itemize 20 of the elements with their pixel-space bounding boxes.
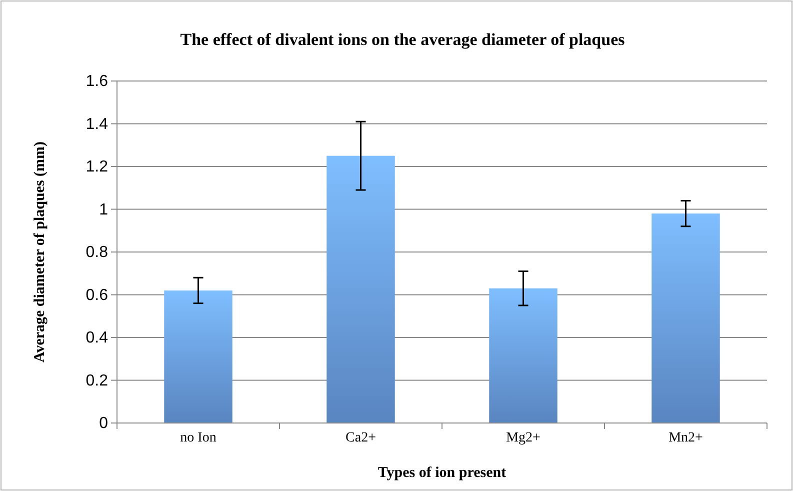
bar <box>489 288 558 423</box>
chart-title: The effect of divalent ions on the average diameter of plaques <box>180 30 626 49</box>
y-tick-label: 0.4 <box>86 330 108 347</box>
bar <box>326 156 395 423</box>
y-tick-label: 0.6 <box>86 286 108 304</box>
y-tick-label: 1.6 <box>86 73 108 90</box>
x-tick-label: no Ion <box>180 430 216 446</box>
bar <box>652 214 720 423</box>
y-tick-label: 1.4 <box>86 116 108 133</box>
x-tick-label: Mn2+ <box>668 430 704 446</box>
y-axis-title: Average diameter of plaques (mm) <box>32 141 48 363</box>
y-tick-label: 1 <box>99 201 108 218</box>
y-tick-label: 0 <box>99 415 108 432</box>
x-axis-title: Types of ion present <box>378 465 506 481</box>
y-tick-label: 0.8 <box>86 244 108 262</box>
bar <box>164 290 232 423</box>
x-tick-label: Mg2+ <box>506 430 541 446</box>
y-tick-label: 1.2 <box>86 158 108 176</box>
y-tick-label: 0.2 <box>86 372 108 390</box>
x-tick-label: Ca2+ <box>346 430 376 446</box>
